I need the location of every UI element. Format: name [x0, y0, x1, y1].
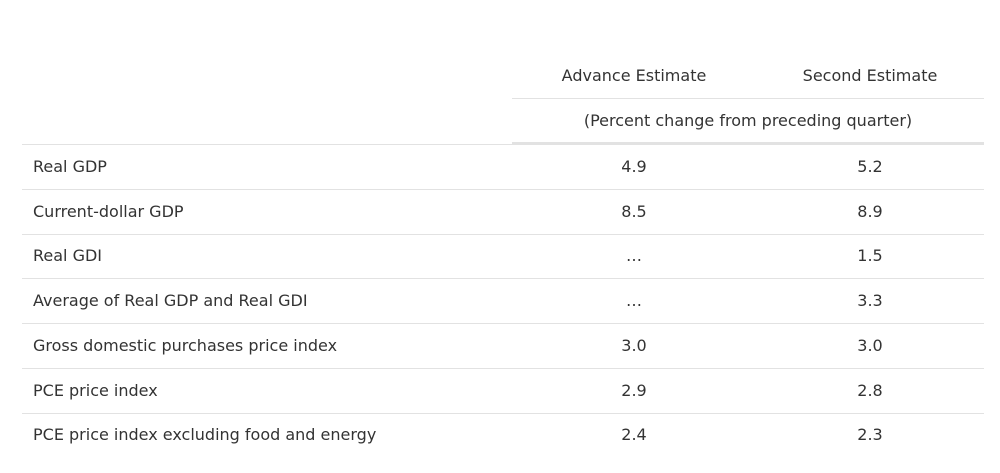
- rule: [22, 189, 984, 190]
- rule: [22, 412, 984, 414]
- cell-value: 8.9: [857, 201, 883, 221]
- cell-value: 2.4: [621, 425, 647, 445]
- cell-value: 1.5: [857, 246, 883, 266]
- column-header: Second Estimate: [802, 66, 938, 85]
- row-label: Current-dollar GDP: [33, 201, 184, 221]
- rule: [512, 98, 984, 99]
- cell-value: …: [626, 291, 642, 311]
- cell-value: 2.3: [857, 425, 883, 445]
- rule: [22, 367, 984, 369]
- row-label: PCE price index: [33, 380, 158, 400]
- row-label: Gross domestic purchases price index: [33, 335, 338, 355]
- row-label: PCE price index excluding food and energ…: [33, 425, 377, 445]
- row-label: Real GDP: [33, 157, 107, 176]
- cell-value: 2.8: [857, 380, 883, 400]
- cell-value: 3.3: [857, 291, 883, 311]
- rule: [22, 144, 512, 145]
- cell-value: 3.0: [857, 335, 883, 355]
- cell-value: 5.2: [857, 157, 883, 176]
- rule: [22, 278, 984, 280]
- rule: [512, 142, 984, 145]
- row-label: Real GDI: [33, 246, 103, 266]
- cell-value: 8.5: [621, 201, 647, 221]
- row-label: Average of Real GDP and Real GDI: [33, 291, 308, 311]
- cell-value: 2.9: [621, 380, 647, 400]
- rule: [22, 233, 984, 235]
- cell-value: …: [626, 246, 642, 266]
- column-header: Advance Estimate: [561, 66, 707, 85]
- cell-value: 3.0: [621, 335, 647, 355]
- rule: [22, 323, 984, 325]
- cell-value: 4.9: [621, 157, 647, 176]
- subheader: (Percent change from preceding quarter): [583, 111, 913, 130]
